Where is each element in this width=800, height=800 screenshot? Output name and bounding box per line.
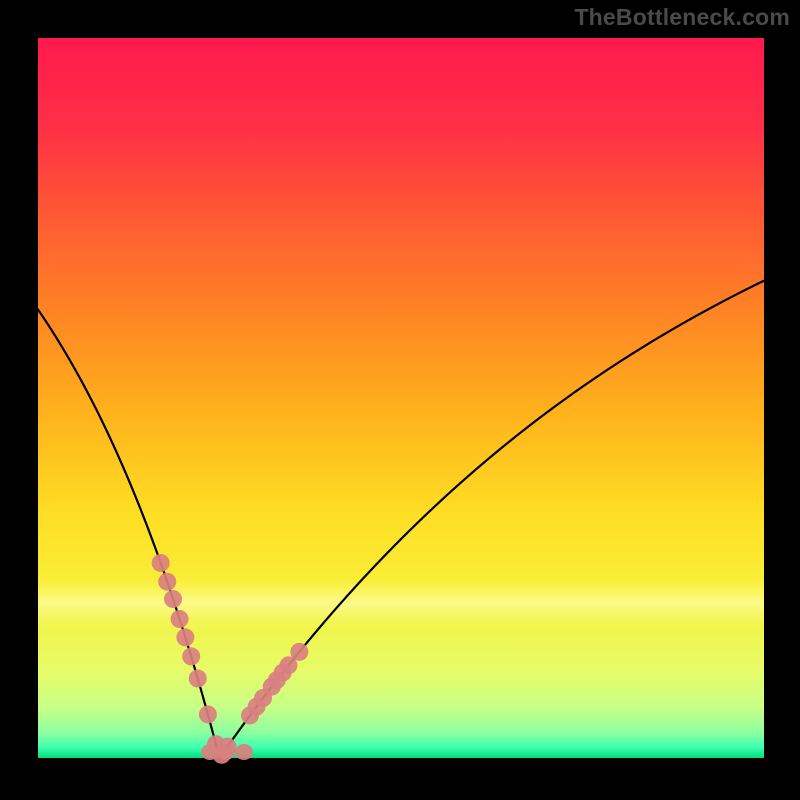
baseline-marker-dot (201, 744, 219, 760)
curve-marker-dot (158, 573, 176, 591)
curve-marker-dot (152, 554, 170, 572)
curve-marker-dot (182, 647, 200, 665)
chart-svg (0, 0, 800, 800)
chart-stage: TheBottleneck.com (0, 0, 800, 800)
watermark-text: TheBottleneck.com (574, 4, 790, 31)
curve-marker-dot (189, 670, 207, 688)
curve-marker-dot (176, 628, 194, 646)
baseline-markers (201, 744, 253, 760)
baseline-marker-dot (235, 744, 253, 760)
curve-marker-dot (171, 610, 189, 628)
baseline-marker-dot (217, 744, 235, 760)
curve-marker-dot (199, 705, 217, 723)
curve-marker-dot (290, 643, 308, 661)
plot-area (38, 38, 764, 758)
curve-marker-dot (164, 590, 182, 608)
highlight-band (38, 578, 764, 628)
